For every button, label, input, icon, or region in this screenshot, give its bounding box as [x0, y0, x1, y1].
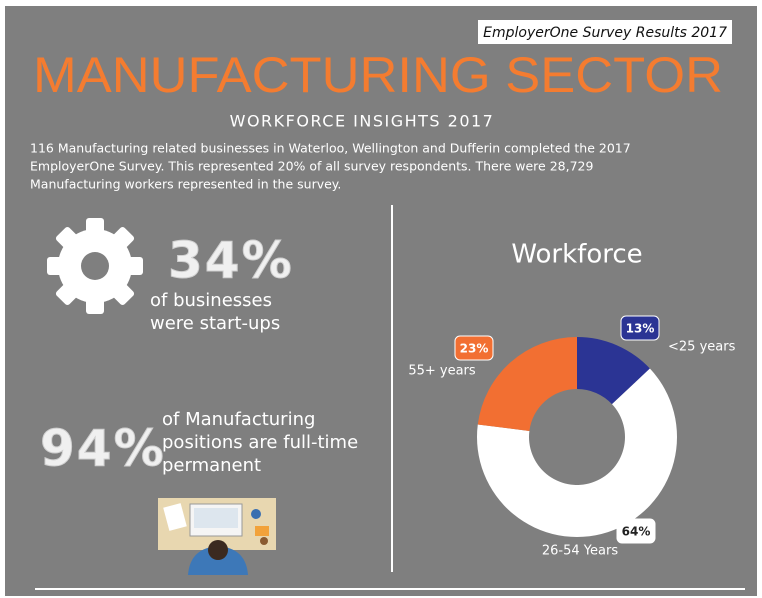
survey-label-box: [478, 20, 732, 44]
stat-text: permanent: [162, 455, 261, 476]
stat-text: of businesses: [150, 290, 272, 311]
intro-line: 116 Manufacturing related businesses in …: [30, 141, 631, 156]
category-label: 55+ years: [408, 364, 476, 379]
data-label: 64%: [622, 525, 651, 539]
stat-text: of Manufacturing: [162, 409, 315, 430]
callout-box: [616, 518, 656, 544]
subtitle: WORKFORCE INSIGHTS 2017: [230, 112, 495, 131]
stat-text: were start-ups: [150, 313, 280, 334]
stat-text: positions are full-time: [162, 432, 358, 453]
donut-segment: [477, 368, 677, 538]
donut-segment: [577, 337, 650, 405]
desk-illustration: [158, 498, 276, 575]
donut-segment: [477, 337, 577, 431]
category-label: <25 years: [668, 340, 736, 355]
data-label: 23%: [460, 342, 489, 356]
data-label: 13%: [626, 322, 655, 336]
callout-box: [620, 315, 660, 341]
survey-label: EmployerOne Survey Results 2017: [483, 25, 727, 41]
intro-line: EmployerOne Survey. This represented 20%…: [30, 159, 593, 174]
title: MANUFACTURING SECTOR: [33, 47, 723, 103]
category-label: 26-54 Years: [542, 544, 618, 559]
donut-chart: 13% <25 years 64% 26-54 Years 23% 55+ years: [408, 315, 736, 559]
callout-box: [454, 335, 494, 361]
intro-line: Manufacturing workers represented in the…: [30, 177, 341, 192]
stat-value: 94%: [40, 420, 166, 478]
intro: 116 Manufacturing related businesses in …: [30, 141, 631, 192]
gear-icon: [47, 218, 143, 314]
stat-value: 34%: [168, 232, 294, 290]
chart-title: Workforce: [511, 240, 642, 270]
